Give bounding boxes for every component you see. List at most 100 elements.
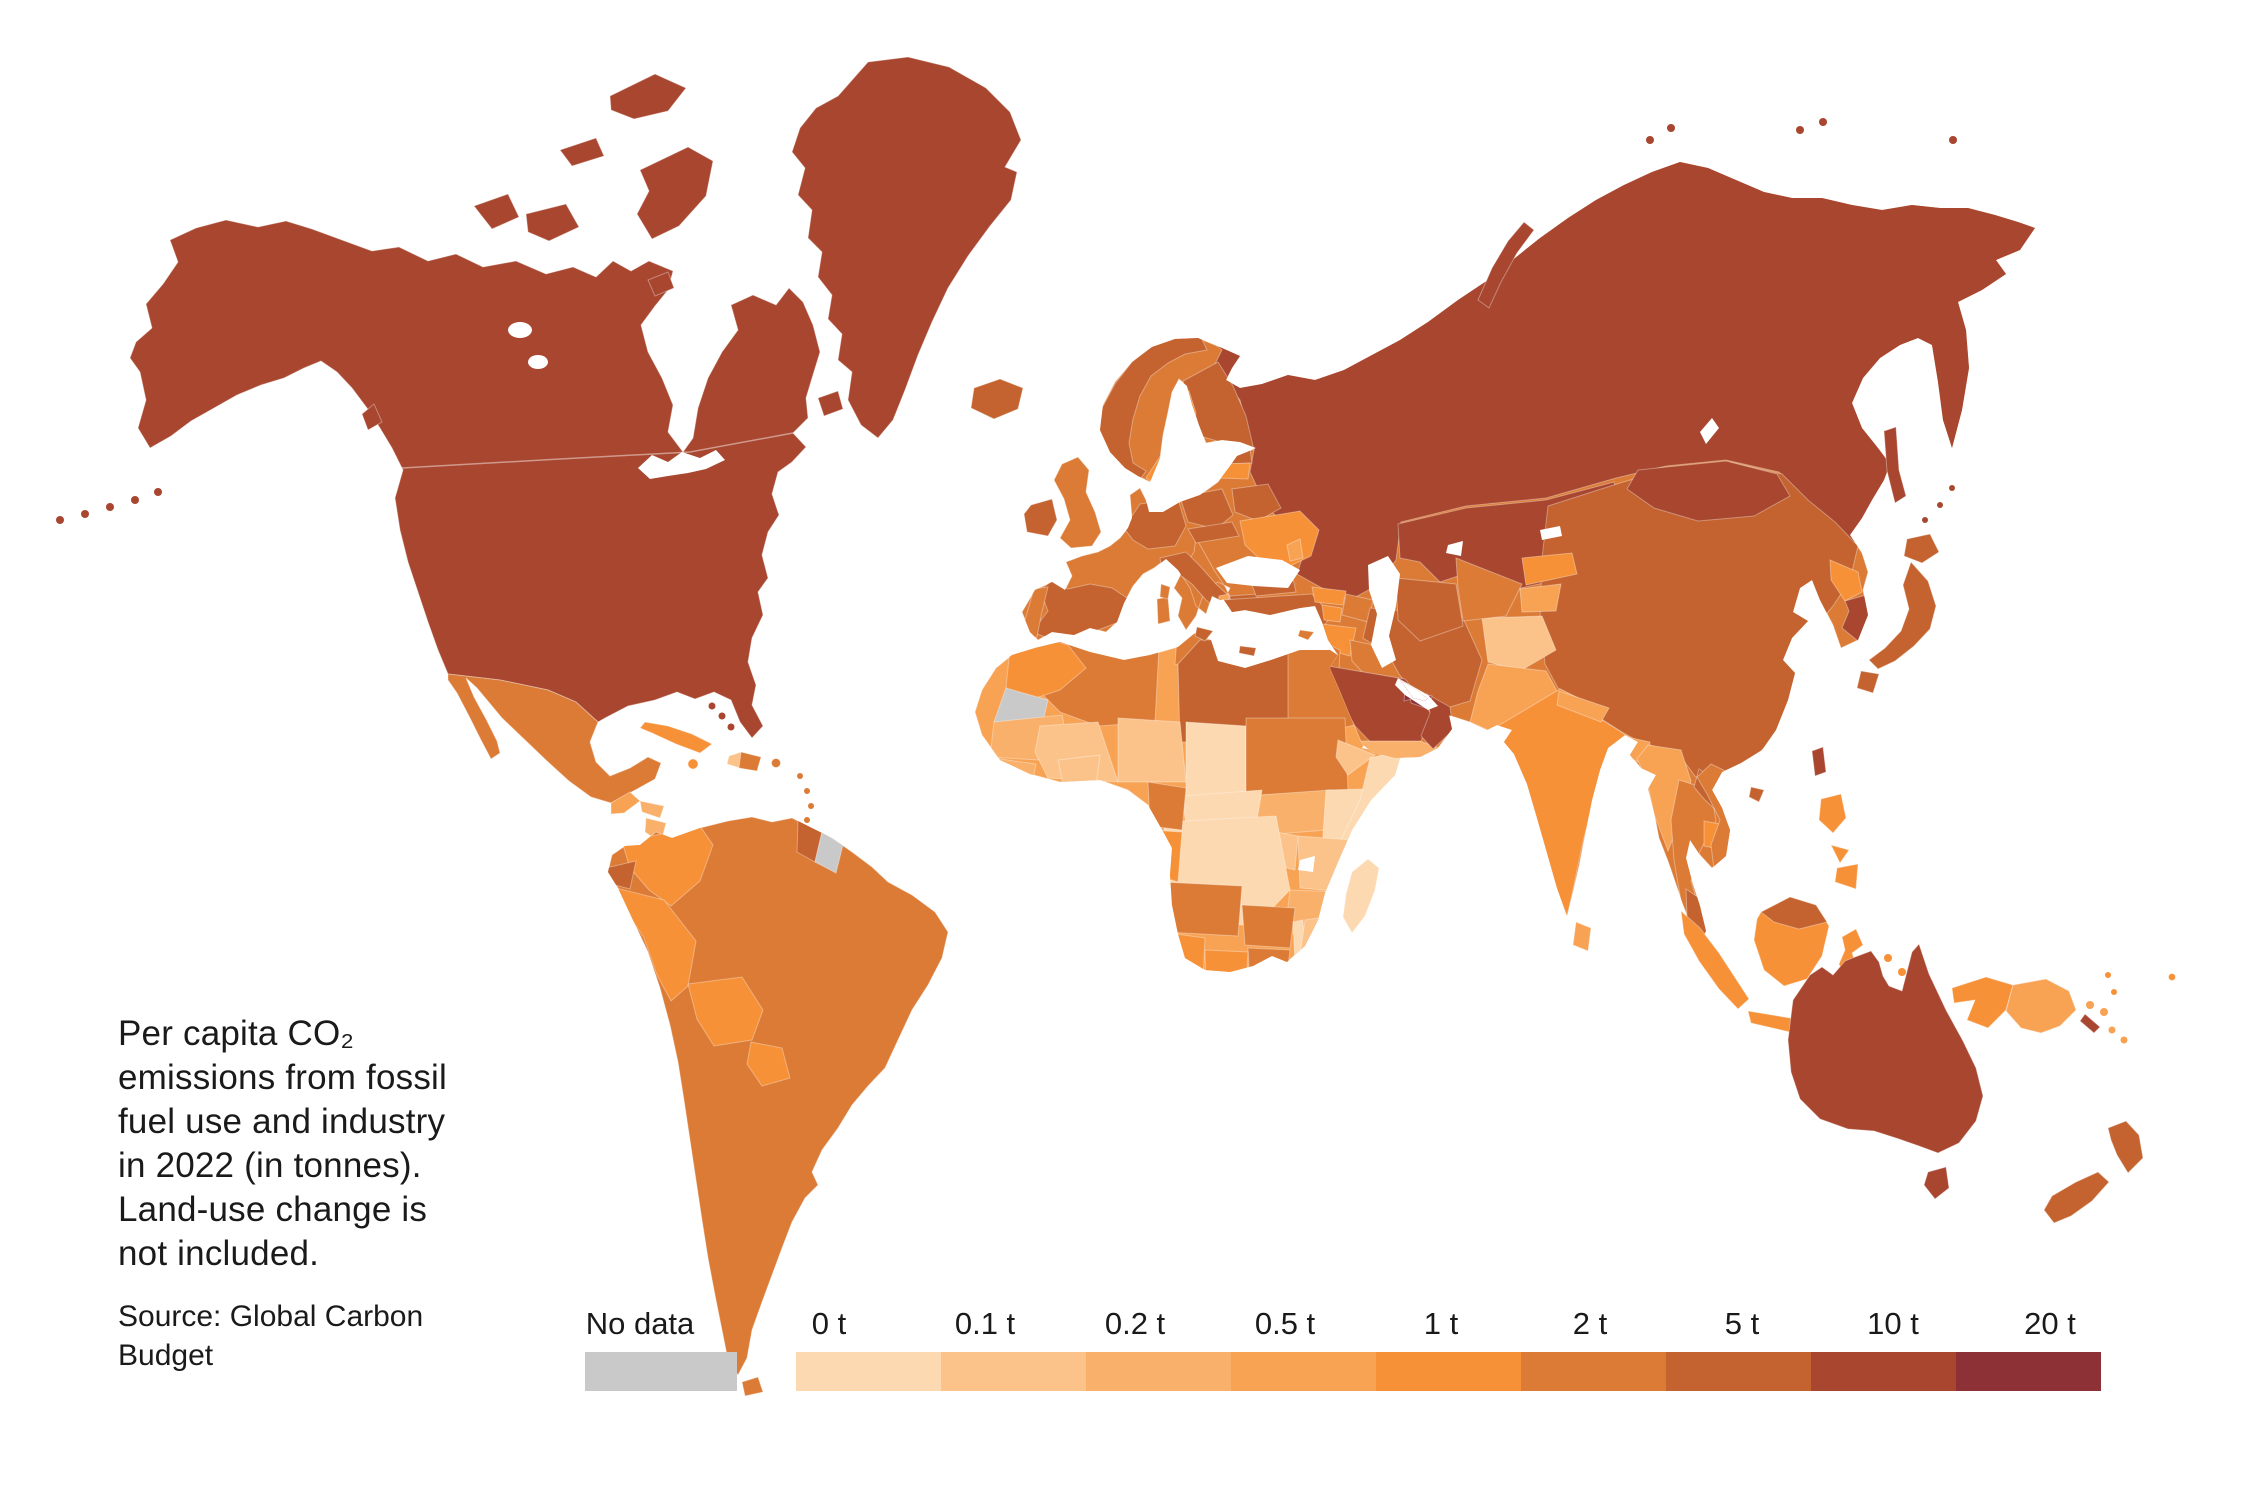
legend-swatch-0.2t xyxy=(1086,1352,1231,1391)
legend-swatch-5t xyxy=(1666,1352,1811,1391)
country-burkina-faso xyxy=(1057,754,1101,791)
island-luzon xyxy=(1818,793,1847,834)
islands-vanuatu xyxy=(2105,972,2117,995)
island-tierra-del-fuego xyxy=(741,1376,764,1397)
country-usa-canada xyxy=(129,219,821,739)
island-honshu xyxy=(1868,561,1937,670)
legend-swatch-20t xyxy=(1956,1352,2101,1391)
lake-victoria xyxy=(1298,856,1315,872)
island-fiji xyxy=(2168,973,2176,981)
island-sakhalin xyxy=(1883,426,1907,504)
country-greenland xyxy=(791,56,1022,439)
island-devon xyxy=(559,137,605,167)
island-sicily xyxy=(1194,626,1214,642)
island-cyprus xyxy=(1297,629,1315,641)
country-cuba xyxy=(639,721,713,754)
country-nepal xyxy=(1556,690,1610,723)
legend-swatch-0.1t xyxy=(941,1352,1086,1391)
aleutian-islands xyxy=(56,488,162,524)
island-tasmania xyxy=(1923,1166,1950,1200)
country-poland xyxy=(1179,488,1234,530)
island-hokkaido xyxy=(1903,533,1940,564)
country-belarus xyxy=(1231,483,1282,522)
black-sea xyxy=(1216,556,1300,588)
island-newfoundland xyxy=(817,390,844,417)
country-georgia xyxy=(1311,586,1347,606)
country-guinea xyxy=(989,757,1037,797)
legend-stop-label: 10 t xyxy=(1867,1306,1919,1341)
country-sri-lanka xyxy=(1572,921,1592,952)
island-jamaica xyxy=(687,758,699,770)
country-north-korea xyxy=(1829,559,1863,602)
island-nz-north xyxy=(2107,1120,2144,1174)
islands-visayas xyxy=(1830,844,1850,864)
island-puerto-rico xyxy=(771,758,781,768)
country-uzbekistan xyxy=(1455,557,1523,622)
country-chad xyxy=(1185,721,1247,801)
island-sumatra xyxy=(1680,909,1750,1010)
aral-sea xyxy=(1446,541,1463,556)
legend-stop-label: 1 t xyxy=(1423,1306,1459,1341)
legend-no-data-swatch xyxy=(585,1352,737,1391)
island-southampton xyxy=(647,271,675,297)
island-ellesmere xyxy=(609,73,687,120)
region-west-papua xyxy=(1951,976,2014,1029)
country-mexico xyxy=(447,673,662,804)
country-mongolia xyxy=(1626,460,1791,522)
country-united-kingdom xyxy=(1053,456,1102,549)
country-latvia xyxy=(1218,462,1251,480)
country-namibia xyxy=(1161,931,1206,972)
map-description: Per capita CO₂ emissions from fossil fuel … xyxy=(118,1014,447,1273)
islands-new-britain xyxy=(2086,1001,2108,1016)
country-niger xyxy=(1117,717,1187,783)
island-madagascar xyxy=(1342,858,1380,934)
country-armenia xyxy=(1321,604,1343,623)
usa-canada-border xyxy=(401,432,794,469)
country-zambia xyxy=(1241,904,1296,949)
country-ireland xyxy=(1023,498,1058,537)
country-eritrea xyxy=(1335,739,1377,776)
island-kyushu-shikoku xyxy=(1856,670,1880,694)
island-crete xyxy=(1238,645,1257,657)
country-cameroon xyxy=(1147,781,1187,831)
great-slave-lake xyxy=(528,355,548,369)
legend-stop-label: 0.2 t xyxy=(1104,1306,1166,1341)
country-paraguay xyxy=(746,1041,791,1087)
islands-novaya-zemlya xyxy=(1477,221,1535,309)
country-czechia-slovakia xyxy=(1187,521,1240,544)
island-banks xyxy=(473,193,520,230)
great-lakes xyxy=(638,450,725,479)
island-vancouver xyxy=(361,403,383,431)
country-oman xyxy=(1420,693,1454,750)
country-moldova xyxy=(1286,538,1304,562)
country-iceland xyxy=(970,378,1024,420)
legend-stop-label: 5 t xyxy=(1724,1306,1760,1341)
legend-stop-label: 0.5 t xyxy=(1254,1306,1316,1341)
island-taiwan xyxy=(1811,746,1827,777)
country-dominican-republic xyxy=(738,751,762,772)
lake-balkhash xyxy=(1540,526,1562,540)
legend-stop-label: 0 t xyxy=(811,1306,847,1341)
region-malaysian-borneo xyxy=(1760,896,1828,930)
country-gabon-congo xyxy=(1145,829,1183,883)
country-papua-new-guinea xyxy=(2005,978,2077,1034)
legend-stop-label: 2 t xyxy=(1572,1306,1608,1341)
caspian-sea xyxy=(1368,556,1400,668)
country-afghanistan xyxy=(1481,615,1557,672)
source-credit: Source: Global Carbon Budget xyxy=(118,1300,424,1372)
legend-swatch-0.5t xyxy=(1231,1352,1376,1391)
country-guatemala xyxy=(610,791,641,815)
legend-stop-label: 0.1 t xyxy=(954,1306,1016,1341)
island-baffin xyxy=(636,146,714,240)
arctic-islands xyxy=(1646,118,1957,144)
islands-bahamas xyxy=(708,702,735,731)
country-bolivia xyxy=(687,976,764,1047)
lake-baikal xyxy=(1700,418,1719,444)
country-honduras xyxy=(639,800,665,819)
country-botswana xyxy=(1204,949,1249,972)
legend-swatch-1t xyxy=(1376,1352,1521,1391)
country-angola xyxy=(1161,881,1243,937)
islands-lesser-antilles xyxy=(797,773,814,823)
